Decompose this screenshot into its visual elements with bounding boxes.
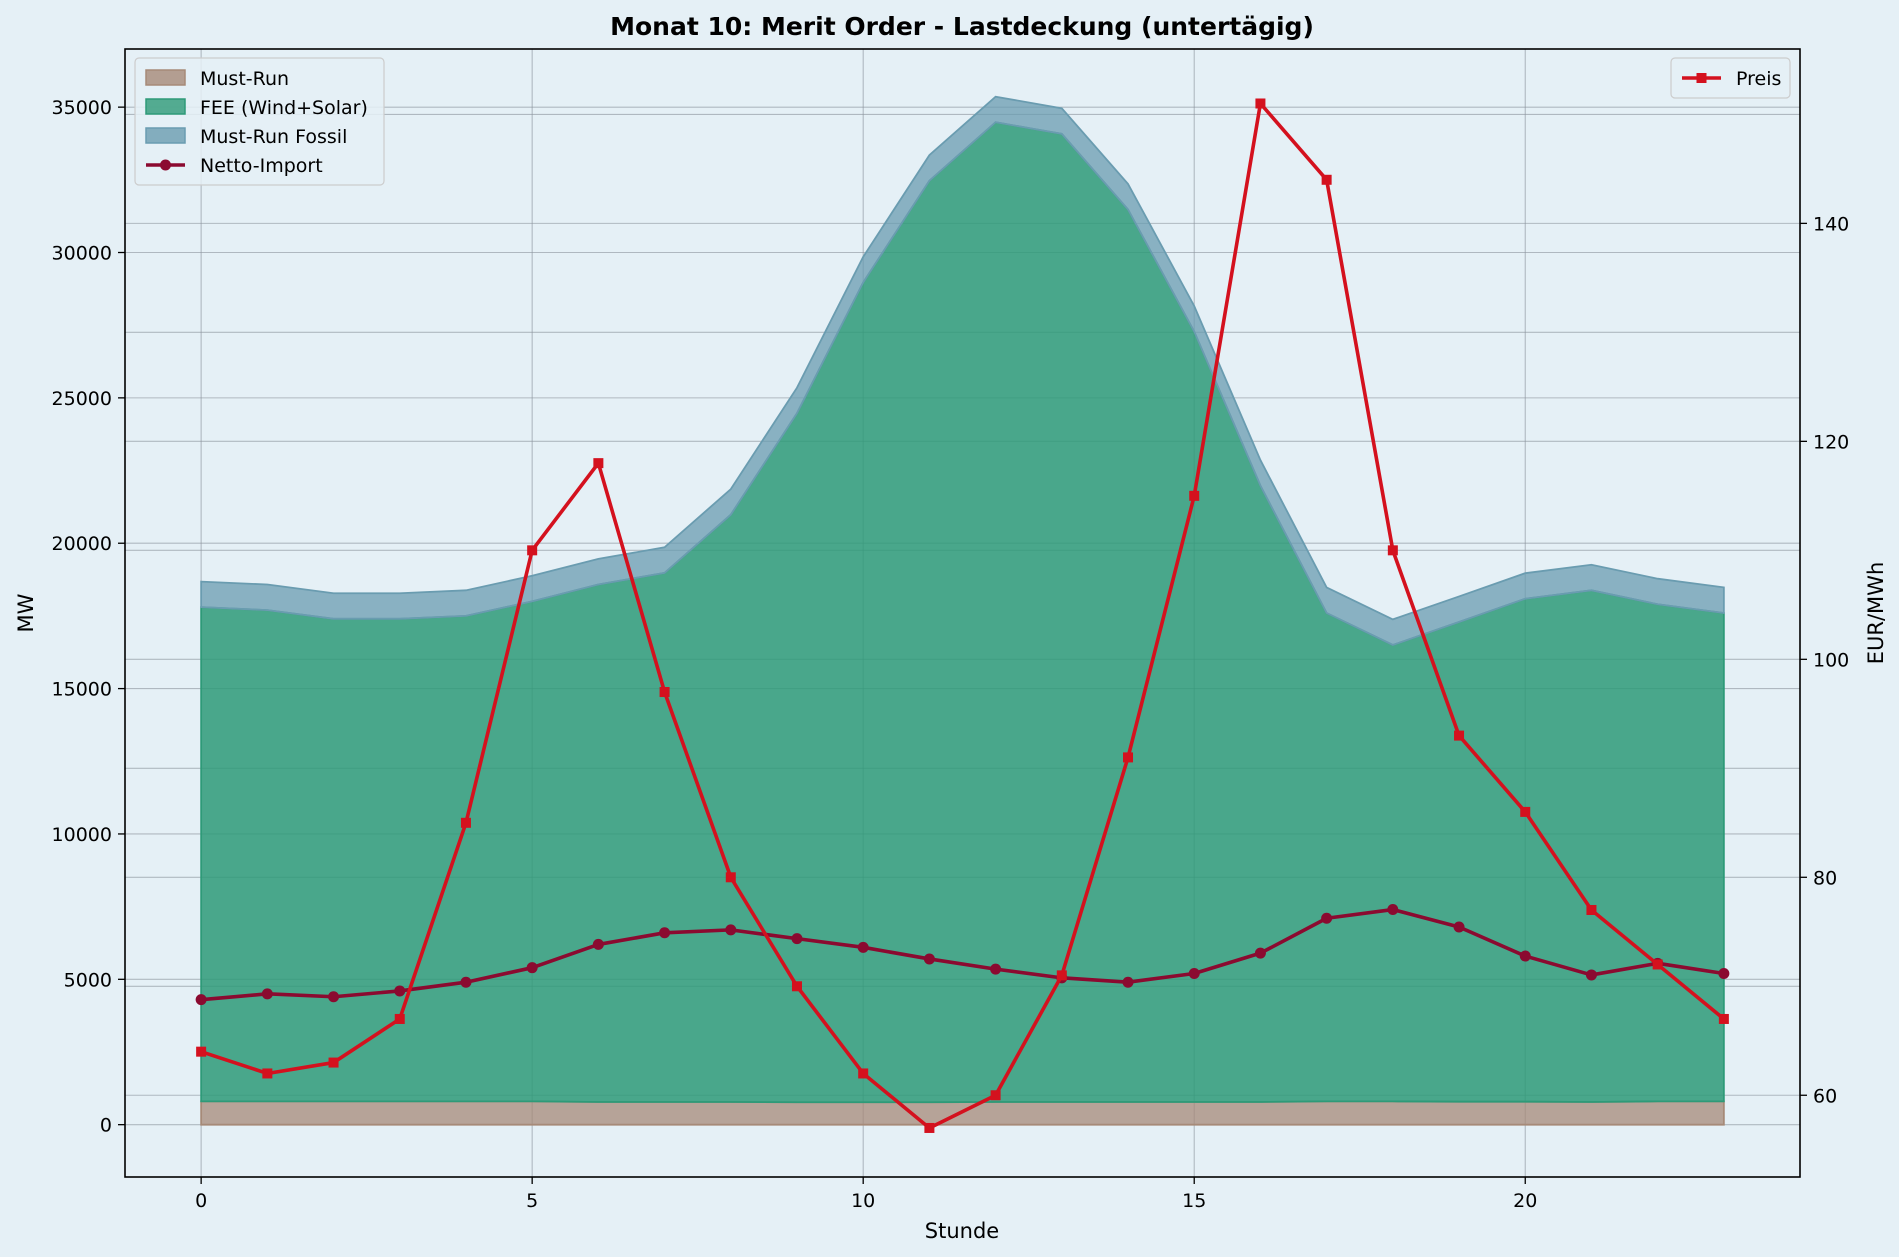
point-preis: [858, 1068, 869, 1079]
point-netto-import: [1453, 921, 1465, 933]
legend-label-must-run: Must-Run: [200, 68, 289, 90]
x-axis-label: Stunde: [925, 1219, 999, 1243]
point-preis: [328, 1057, 339, 1068]
point-netto-import: [261, 988, 273, 1000]
point-netto-import: [1254, 947, 1266, 959]
point-netto-import: [725, 924, 737, 936]
line-netto-import: [200, 907, 1725, 1002]
point-preis: [1123, 752, 1134, 763]
point-netto-import: [1321, 912, 1333, 924]
legend-label-fee-wind-solar-: FEE (Wind+Solar): [200, 97, 368, 119]
ticks: 0 5 10 15 20 0 5000 10000 15000 20000 25000 30000 35…: [52, 97, 1850, 1212]
right-tick-label: 60: [1813, 1085, 1837, 1107]
point-preis: [262, 1068, 273, 1079]
point-netto-import: [791, 933, 803, 945]
y-tick-label: 0: [100, 1115, 112, 1137]
point-netto-import: [1122, 976, 1134, 988]
point-preis: [1652, 959, 1663, 970]
legend-label-netto-import: Netto-Import: [200, 155, 323, 177]
y-tick-label: 30000: [52, 243, 112, 265]
point-preis: [1321, 174, 1332, 185]
legend-label-preis: Preis: [1736, 68, 1781, 90]
y-tick-label: 15000: [52, 679, 112, 701]
right-tick-label: 80: [1813, 867, 1837, 889]
legend-marker-netto-import: [160, 159, 171, 171]
x-tick-label: 5: [526, 1190, 538, 1212]
legend-left: Must-Run FEE (Wind+Solar) Must-Run Fossil N…: [134, 57, 385, 186]
x-tick-label: 10: [851, 1190, 875, 1212]
chart-title: Monat 10: Merit Order - Lastdeckung (unt…: [610, 12, 1314, 41]
point-preis: [527, 545, 538, 556]
point-preis: [725, 872, 736, 883]
point-preis: [1586, 904, 1597, 915]
plot-frame: [124, 48, 1801, 1178]
point-preis: [990, 1090, 1001, 1101]
point-preis: [1189, 490, 1200, 501]
y-tick-label: 5000: [64, 969, 112, 991]
y-axis-label-right: EUR/MWh: [1864, 562, 1888, 665]
point-preis: [1255, 98, 1266, 109]
point-netto-import: [1585, 969, 1597, 981]
legend-frame: [1670, 57, 1791, 99]
point-netto-import: [394, 985, 406, 997]
right-tick-label: 120: [1813, 431, 1849, 453]
y-tick-label: 20000: [52, 533, 112, 555]
point-netto-import: [460, 976, 472, 988]
point-preis: [460, 817, 471, 828]
legend-marker-preis: [1696, 73, 1707, 83]
x-tick-label: 15: [1182, 1190, 1206, 1212]
point-preis: [593, 458, 604, 469]
line-series: [195, 98, 1730, 1133]
point-preis: [1520, 806, 1531, 817]
x-tick-label: 20: [1513, 1190, 1537, 1212]
point-preis: [1387, 545, 1398, 556]
y-tick-label: 35000: [52, 97, 112, 119]
y-axis-label: MW: [14, 593, 38, 632]
legend-label-must-run-fossil: Must-Run Fossil: [200, 126, 347, 148]
point-preis: [1718, 1013, 1729, 1024]
point-preis: [1454, 730, 1465, 741]
point-preis: [394, 1013, 405, 1024]
point-netto-import: [592, 938, 604, 950]
point-preis: [659, 687, 670, 698]
y-tick-label: 25000: [52, 388, 112, 410]
point-preis: [924, 1122, 935, 1133]
point-netto-import: [923, 953, 935, 965]
legend-swatch-must-run-fossil: [145, 127, 186, 144]
area-must-run-fossil: [200, 95, 1725, 646]
point-netto-import: [1519, 950, 1531, 962]
y-tick-label: 10000: [52, 824, 112, 846]
legend-swatch-must-run: [145, 69, 186, 86]
legend-swatch-fee-wind-solar-: [145, 98, 186, 115]
point-netto-import: [195, 994, 207, 1006]
right-tick-label: 100: [1813, 649, 1849, 671]
point-netto-import: [1387, 904, 1399, 916]
point-netto-import: [990, 963, 1002, 975]
point-preis: [791, 981, 802, 992]
point-preis: [1056, 970, 1067, 981]
point-netto-import: [328, 991, 340, 1003]
point-netto-import: [659, 927, 671, 939]
legend-right: Preis: [1670, 57, 1791, 99]
right-tick-label: 140: [1813, 213, 1849, 235]
point-netto-import: [857, 941, 869, 953]
legend-frame: [134, 57, 385, 186]
point-netto-import: [1718, 967, 1730, 979]
point-preis: [196, 1046, 207, 1057]
point-netto-import: [1188, 967, 1200, 979]
line-preis: [200, 101, 1726, 1130]
x-tick-label: 0: [195, 1190, 207, 1212]
point-netto-import: [526, 962, 538, 974]
